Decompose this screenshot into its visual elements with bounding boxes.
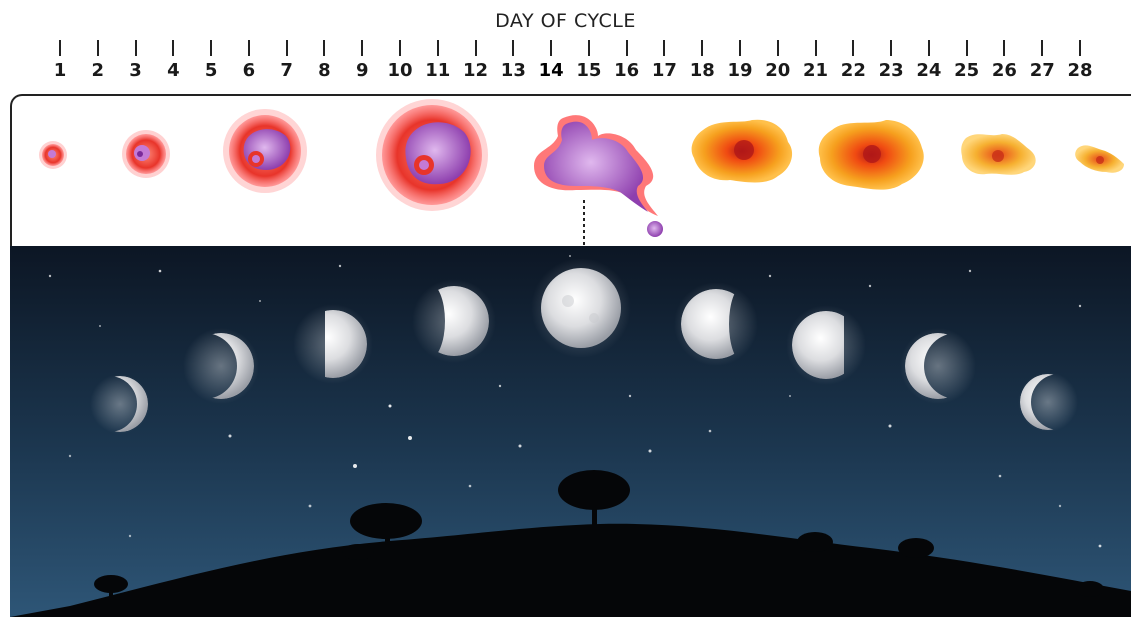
day-label-28: 28 xyxy=(1067,60,1093,81)
day-label-2: 2 xyxy=(91,60,105,81)
day-tick-2 xyxy=(96,40,99,56)
day-tick-11 xyxy=(436,40,439,56)
day-label-19: 19 xyxy=(727,60,753,81)
day-tick-3 xyxy=(134,40,137,56)
tree-right-1 xyxy=(797,532,833,564)
follicle-stage-1 xyxy=(39,141,67,169)
day-label-13: 13 xyxy=(500,60,526,81)
moon-phase-first-quarter xyxy=(293,304,373,384)
day-label-7: 7 xyxy=(280,60,293,81)
tree-left-small xyxy=(342,544,374,578)
corpus-luteum-stage-2 xyxy=(818,120,924,190)
day-label-8: 8 xyxy=(318,60,331,81)
day-label-26: 26 xyxy=(991,60,1017,81)
day-label-4: 4 xyxy=(167,60,180,81)
day-tick-6 xyxy=(247,40,250,56)
day-label-11: 11 xyxy=(425,60,451,81)
day-tick-24 xyxy=(927,40,930,56)
moon-phase-waxing-crescent-2 xyxy=(183,328,259,404)
day-tick-9 xyxy=(361,40,364,56)
day-tick-23 xyxy=(890,40,893,56)
day-label-25: 25 xyxy=(954,60,980,81)
tree-far-right xyxy=(1076,581,1104,610)
day-label-14: 14 xyxy=(538,60,564,81)
day-tick-19 xyxy=(739,40,741,56)
follicle-stages xyxy=(39,99,1124,245)
day-label-5: 5 xyxy=(204,60,218,81)
day-label-12: 12 xyxy=(463,60,489,81)
moon-phase-waning-crescent-1 xyxy=(900,328,976,404)
day-tick-8 xyxy=(323,40,326,56)
day-tick-20 xyxy=(776,40,779,56)
day-tick-18 xyxy=(701,40,704,56)
day-label-21: 21 xyxy=(803,60,829,81)
day-tick-22 xyxy=(852,40,855,56)
day-label-16: 16 xyxy=(614,60,640,81)
follicle-stage-4 xyxy=(376,99,488,211)
day-label-17: 17 xyxy=(651,60,677,81)
tree-center xyxy=(558,470,630,528)
day-label-1: 1 xyxy=(53,60,67,81)
day-label-24: 24 xyxy=(916,60,942,81)
day-label-9: 9 xyxy=(355,60,369,81)
moon-phase-full-moon xyxy=(531,258,631,358)
day-tick-10 xyxy=(399,40,401,56)
moon-phase-waxing-gibbous xyxy=(412,279,496,363)
corpus-luteum-stage-1 xyxy=(691,119,793,183)
day-tick-1 xyxy=(59,40,61,56)
stars xyxy=(48,255,1102,548)
moon-phase-waning-gibbous xyxy=(674,282,758,366)
corpus-luteum-stage-3 xyxy=(961,134,1036,175)
tree-silhouettes xyxy=(94,470,1104,610)
day-label-15: 15 xyxy=(576,60,602,81)
day-tick-7 xyxy=(285,40,288,56)
day-tick-21 xyxy=(814,40,817,56)
day-label-22: 22 xyxy=(840,60,866,81)
day-tick-13 xyxy=(512,40,515,56)
moon-phase-waning-crescent-2 xyxy=(1018,372,1078,432)
day-label-3: 3 xyxy=(129,60,142,81)
day-tick-26 xyxy=(1003,40,1006,56)
ovulation-follicle xyxy=(534,115,663,237)
day-tick-12 xyxy=(474,40,477,56)
day-tick-15 xyxy=(587,40,590,56)
follicle-stage-3 xyxy=(223,109,307,193)
day-tick-14 xyxy=(550,40,553,56)
moon-phase-waxing-crescent-1 xyxy=(90,374,150,434)
day-tick-25 xyxy=(965,40,968,56)
day-tick-16 xyxy=(625,40,628,56)
moon-phase-last-quarter xyxy=(786,305,866,385)
tree-left-large xyxy=(350,503,422,566)
day-tick-5 xyxy=(210,40,213,56)
day-tick-28 xyxy=(1079,40,1081,56)
day-tick-17 xyxy=(663,40,666,56)
day-label-23: 23 xyxy=(878,60,904,81)
hill-silhouette xyxy=(10,523,1131,617)
day-label-10: 10 xyxy=(387,60,413,81)
day-tick-27 xyxy=(1041,40,1044,56)
day-label-18: 18 xyxy=(689,60,715,81)
day-of-cycle-title: DAY OF CYCLE xyxy=(495,10,636,32)
night-sky-scene xyxy=(10,246,1131,617)
day-scale: 1 2 3 4 5 6 7 8 9 10 11 12 13 14 15 16 17 18 19 20 21 22 23 24 2… xyxy=(0,0,1131,90)
day-label-27: 27 xyxy=(1029,60,1055,81)
day-label-6: 6 xyxy=(242,60,256,81)
corpus-luteum-stage-4 xyxy=(1075,145,1124,173)
tree-far-left xyxy=(94,575,128,608)
follicle-stage-2 xyxy=(122,130,170,178)
tree-right-2 xyxy=(898,538,934,569)
day-tick-4 xyxy=(172,40,175,56)
day-label-20: 20 xyxy=(765,60,791,81)
